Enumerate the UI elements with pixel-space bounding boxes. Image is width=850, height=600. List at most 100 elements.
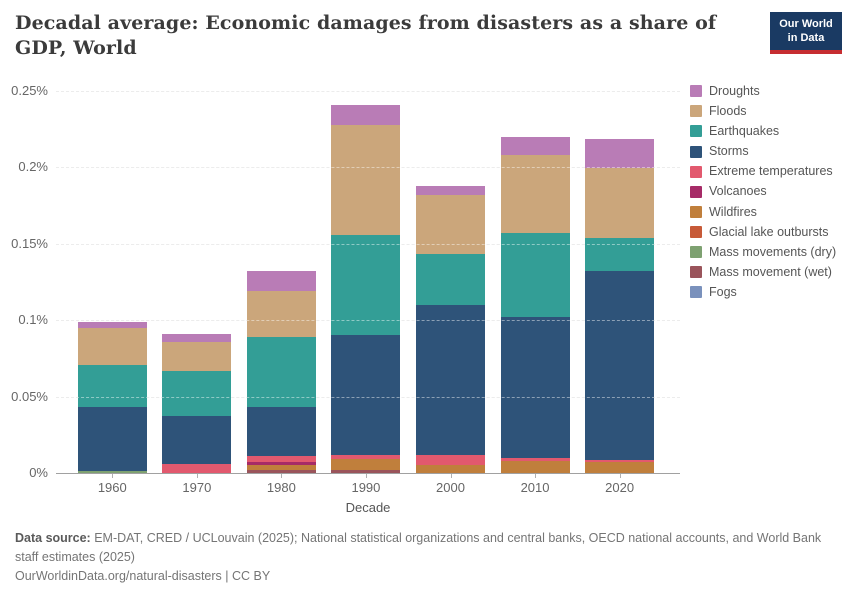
x-axis-label: 1980 (266, 480, 296, 495)
segment-2000-floods[interactable] (416, 194, 485, 255)
legend-swatch-earthquakes (690, 125, 702, 138)
segment-2010-droughts[interactable] (500, 136, 570, 156)
x-axis-label: 2020 (605, 480, 635, 495)
segment-2010-wildfires[interactable] (500, 460, 570, 473)
y-axis-label: 0.2% (18, 159, 48, 175)
segment-1980-droughts[interactable] (246, 271, 316, 292)
segment-1990-droughts[interactable] (331, 104, 401, 125)
segment-1990-floods[interactable] (331, 124, 401, 235)
owid-logo-redbar (770, 49, 842, 54)
x-axis-tick (535, 474, 537, 478)
segment-2000-earthquakes[interactable] (416, 254, 485, 305)
segment-1980-mass-movement-wet[interactable] (246, 469, 316, 473)
segment-2000-extreme-temperatures[interactable] (416, 454, 485, 466)
legend-item-droughts[interactable]: Droughts (690, 85, 850, 98)
segment-1990-extreme-temperatures[interactable] (331, 454, 401, 460)
segment-2010-storms[interactable] (500, 317, 570, 459)
x-axis-tick (365, 474, 367, 478)
y-axis-label: 0.15% (11, 235, 48, 251)
gridline-overlay (56, 91, 680, 92)
legend-swatch-wildfires (690, 205, 702, 218)
source-text: EM-DAT, CRED / UCLouvain (2025); Nationa… (15, 531, 822, 564)
legend-item-storms[interactable]: Storms (690, 145, 850, 158)
legend-label: Glacial lake outbursts (709, 224, 829, 239)
x-axis-tick (619, 474, 621, 478)
legend-swatch-glacial-lake-outbursts (690, 225, 702, 238)
legend-item-earthquakes[interactable]: Earthquakes (690, 125, 850, 138)
segment-2020-wildfires[interactable] (585, 462, 655, 473)
segment-1980-extreme-temperatures[interactable] (246, 456, 316, 463)
x-axis-label: 2010 (520, 480, 550, 495)
legend-swatch-fogs (690, 286, 702, 299)
owid-logo-text: Our World in Data (770, 12, 842, 50)
legend-item-extreme-temperatures[interactable]: Extreme temperatures (690, 165, 850, 178)
segment-1960-storms[interactable] (77, 407, 147, 472)
segment-2000-wildfires[interactable] (416, 465, 485, 473)
segment-1980-floods[interactable] (246, 291, 316, 337)
x-axis-label: 1960 (97, 480, 127, 495)
segment-1990-storms[interactable] (331, 335, 401, 455)
y-axis-label: 0.05% (11, 388, 48, 404)
segment-2010-extreme-temperatures[interactable] (500, 458, 570, 461)
segment-1980-volcanoes[interactable] (246, 462, 316, 466)
segment-1980-wildfires[interactable] (246, 465, 316, 470)
legend-label: Storms (709, 144, 749, 159)
segment-1960-droughts[interactable] (77, 322, 147, 328)
legend-label: Floods (709, 104, 747, 119)
owid-logo[interactable]: Our World in Data (770, 12, 842, 54)
legend-item-wildfires[interactable]: Wildfires (690, 206, 850, 219)
segment-2000-droughts[interactable] (416, 185, 485, 195)
legend-label: Wildfires (709, 204, 757, 219)
legend: Droughts Floods Earthquakes Storms Extreme t… (690, 85, 850, 306)
source-label: Data source: (15, 531, 91, 545)
segment-2020-storms[interactable] (585, 270, 655, 460)
legend-item-glacial-lake-outbursts[interactable]: Glacial lake outbursts (690, 226, 850, 239)
page-title: Decadal average: Economic damages from d… (15, 12, 717, 59)
legend-item-fogs[interactable]: Fogs (690, 286, 850, 299)
legend-label: Fogs (709, 284, 737, 299)
x-axis-label: 1990 (351, 480, 381, 495)
segment-1970-droughts[interactable] (162, 333, 232, 342)
citation-separator: | (221, 569, 233, 583)
segment-1960-floods[interactable] (77, 327, 147, 365)
legend-label: Droughts (709, 84, 760, 98)
segment-1960-mass-movements-dry[interactable] (77, 471, 147, 473)
segment-2020-extreme-temperatures[interactable] (585, 460, 655, 463)
segment-2010-floods[interactable] (500, 155, 570, 234)
footer-source: Data source: EM-DAT, CRED / UCLouvain (2… (15, 529, 837, 567)
legend-swatch-storms (690, 145, 702, 158)
segment-1970-floods[interactable] (162, 341, 232, 371)
segment-1970-earthquakes[interactable] (162, 370, 232, 417)
x-axis-tick (450, 474, 452, 478)
segment-1970-storms[interactable] (162, 416, 232, 464)
segment-1990-mass-movement-wet[interactable] (331, 469, 401, 473)
legend-label: Earthquakes (709, 124, 780, 139)
segment-2020-droughts[interactable] (585, 139, 655, 169)
x-axis-title: Decade (345, 500, 391, 515)
citation-link[interactable]: OurWorldinData.org/natural-disasters (15, 569, 222, 583)
segment-1980-earthquakes[interactable] (246, 337, 316, 408)
segment-1980-storms[interactable] (246, 407, 316, 457)
legend-swatch-floods (690, 105, 702, 118)
legend-swatch-droughts (690, 85, 702, 98)
segment-1990-wildfires[interactable] (331, 459, 401, 470)
legend-label: Extreme temperatures (709, 164, 833, 179)
legend-label: Mass movements (dry) (709, 244, 837, 259)
legend-item-floods[interactable]: Floods (690, 105, 850, 118)
segment-1960-earthquakes[interactable] (77, 364, 147, 408)
gridline (56, 91, 680, 92)
segment-2020-floods[interactable] (585, 168, 655, 239)
legend-label: Mass movement (wet) (709, 264, 832, 279)
y-axis-label: 0.1% (18, 312, 48, 328)
legend-label: Volcanoes (709, 184, 767, 199)
legend-item-volcanoes[interactable]: Volcanoes (690, 185, 850, 198)
segment-2000-storms[interactable] (416, 304, 485, 455)
segment-2010-earthquakes[interactable] (500, 233, 570, 318)
legend-item-mass-movements-dry[interactable]: Mass movements (dry) (690, 246, 850, 259)
segment-1970-extreme-temperatures[interactable] (162, 463, 232, 473)
segment-2020-earthquakes[interactable] (585, 238, 655, 271)
legend-item-mass-movement-wet[interactable]: Mass movement (wet) (690, 266, 850, 279)
license-label: CC BY (232, 569, 271, 583)
segment-1990-earthquakes[interactable] (331, 234, 401, 336)
